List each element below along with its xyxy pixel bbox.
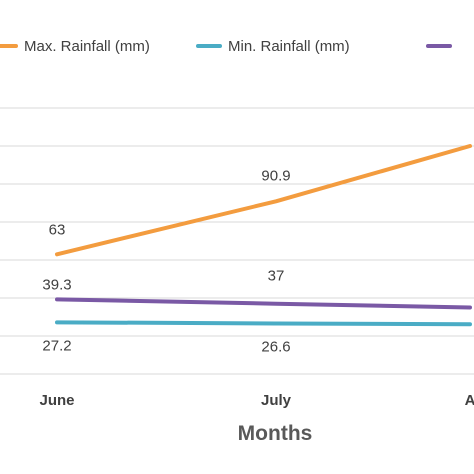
gridlines: [0, 107, 474, 375]
data-label: 27.2: [42, 337, 71, 354]
series-lines: [55, 144, 472, 327]
series-line: [55, 144, 472, 257]
legend: Max. Rainfall (mm) Min. Rainfall (mm): [0, 38, 452, 55]
legend-label: Max. Rainfall (mm): [24, 38, 150, 55]
data-label: 90.9: [261, 167, 290, 184]
x-tick-label: June: [39, 392, 74, 409]
data-label: 26.6: [261, 338, 290, 355]
legend-label: Min. Rainfall (mm): [228, 38, 350, 55]
x-tick-label: A: [465, 392, 474, 409]
data-label: 37: [268, 268, 285, 285]
x-axis-title: Months: [238, 422, 313, 445]
x-tick-label: July: [261, 392, 292, 409]
data-label: 39.3: [42, 276, 71, 293]
series-line: [55, 297, 472, 310]
data-label: 63: [49, 221, 66, 238]
data-labels: 63 90.9 27.2 26.6 39.3 37: [42, 167, 290, 355]
series-line: [55, 320, 472, 327]
x-axis-tick-labels: June July A: [39, 392, 474, 409]
